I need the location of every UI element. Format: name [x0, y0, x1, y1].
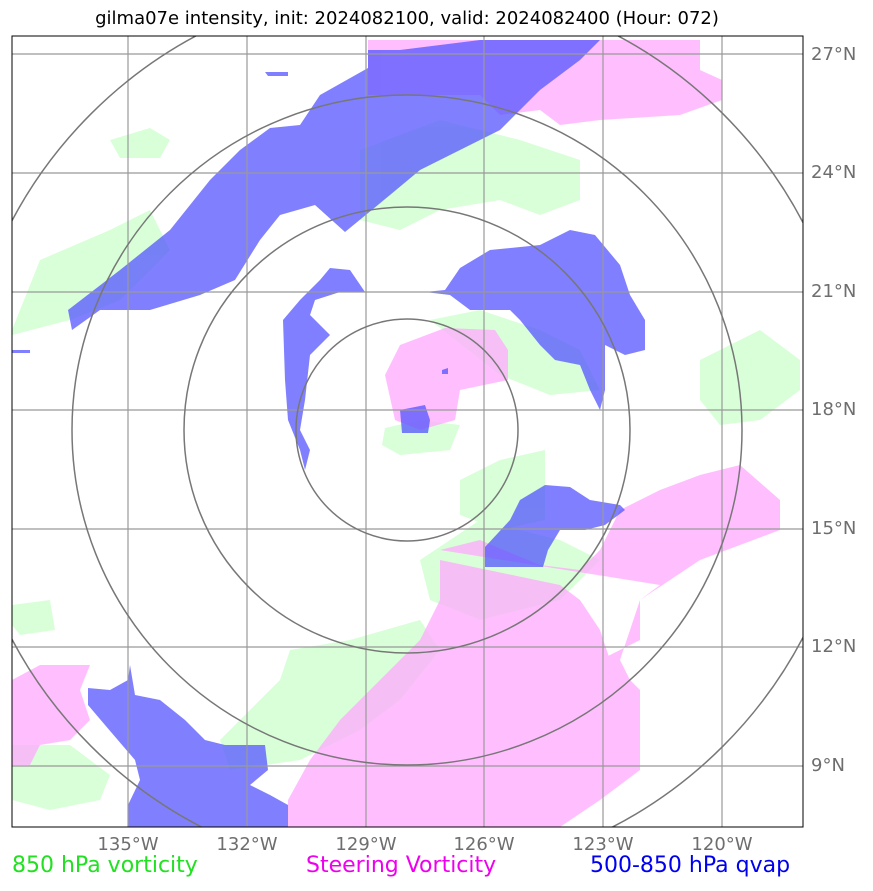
lat-label-15n: 15°N	[811, 518, 857, 539]
lat-label-21n: 21°N	[811, 281, 857, 302]
lat-label-9n: 9°N	[811, 755, 845, 776]
lon-label-129w: 129°W	[335, 834, 397, 855]
legend-steering-vorticity: Steering Vorticity	[306, 853, 497, 878]
lon-label-135w: 135°W	[97, 834, 159, 855]
lat-lon-grid	[12, 36, 803, 827]
lat-label-27n: 27°N	[811, 44, 857, 65]
lon-label-123w: 123°W	[572, 834, 634, 855]
lat-label-24n: 24°N	[811, 162, 857, 183]
legend-qvap: 500-850 hPa qvap	[590, 853, 791, 878]
plot-title: gilma07e intensity, init: 2024082100, va…	[95, 8, 719, 29]
map-frame	[11, 35, 804, 828]
lat-label-18n: 18°N	[811, 399, 857, 420]
legend-vorticity: 850 hPa vorticity	[12, 853, 198, 878]
lat-label-12n: 12°N	[811, 636, 857, 657]
lon-label-132w: 132°W	[216, 834, 278, 855]
lon-label-120w: 120°W	[691, 834, 753, 855]
lon-label-126w: 126°W	[453, 834, 515, 855]
range-rings	[12, 36, 803, 827]
